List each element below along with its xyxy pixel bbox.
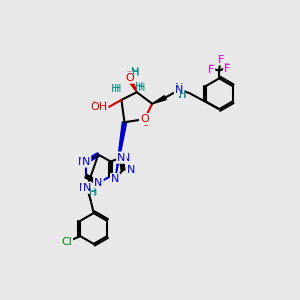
Text: N: N [122,153,130,163]
Text: OH: OH [90,102,108,112]
Text: N: N [111,174,119,184]
Text: O: O [125,73,134,82]
Polygon shape [152,96,166,104]
Text: F: F [218,55,224,65]
Text: H: H [89,188,97,198]
Text: F: F [209,64,215,74]
Text: N: N [117,153,126,163]
Text: OH: OH [89,101,106,111]
Text: H: H [132,68,139,78]
Text: H: H [131,67,140,77]
Text: N: N [82,157,90,166]
Text: H: H [178,90,186,100]
Text: Cl: Cl [61,237,72,248]
Text: O: O [125,71,134,81]
Text: N: N [94,178,103,188]
Text: N: N [111,174,119,184]
Text: F: F [223,63,229,73]
Text: N: N [175,85,183,95]
Text: F: F [208,65,215,75]
Text: F: F [224,64,230,74]
Text: H: H [111,84,119,94]
Text: O: O [142,118,150,128]
Text: N: N [82,183,91,193]
Polygon shape [115,122,127,179]
Text: Cl: Cl [61,237,72,248]
Text: H: H [135,82,143,92]
Text: H: H [114,84,121,94]
Text: N: N [94,178,103,188]
Polygon shape [129,80,137,92]
Text: N: N [175,83,183,93]
Text: H: H [179,90,187,100]
Text: H: H [89,187,97,196]
Text: N: N [127,165,135,175]
Text: F: F [218,55,224,65]
Text: N: N [78,157,86,166]
Text: O: O [140,114,149,124]
Text: N: N [78,183,87,193]
Text: H: H [138,83,145,93]
